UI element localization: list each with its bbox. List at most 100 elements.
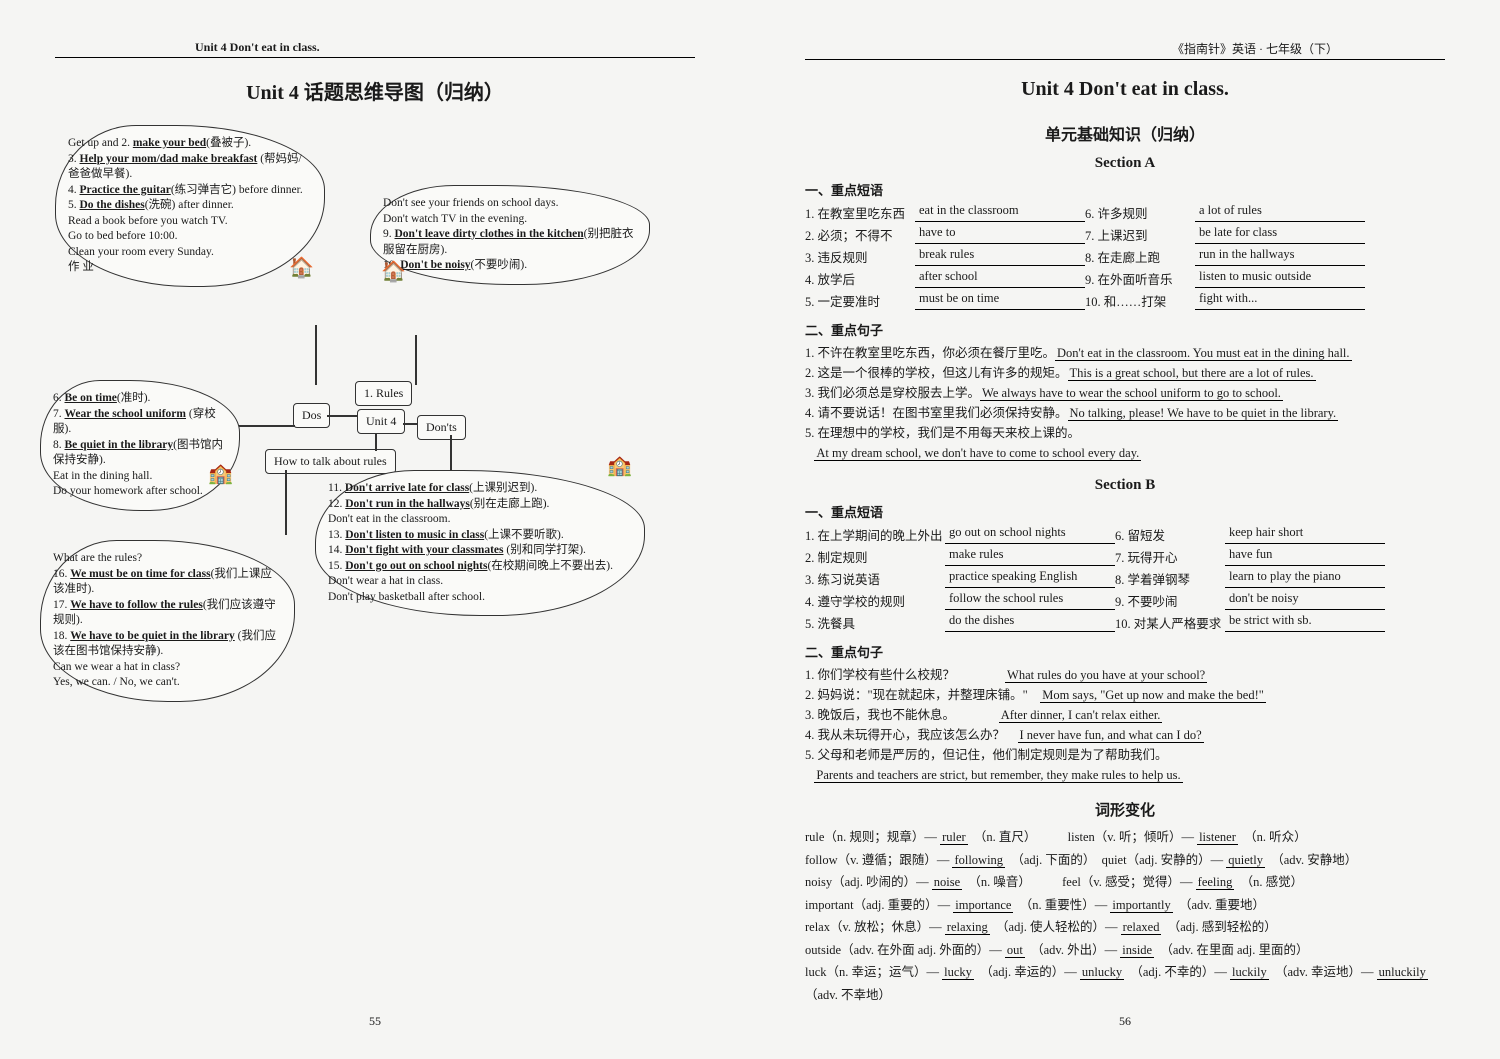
page-number: 55	[55, 1014, 695, 1029]
node-donts: Don'ts	[417, 415, 466, 440]
wordform-item: rule（n. 规则；规章）— ruler （n. 直尺） listen（v. …	[805, 826, 1445, 849]
bubble-line: 3. Help your mom/dad make breakfast (帮妈妈…	[68, 152, 312, 183]
page-right: 《指南针》英语 · 七年级（下） Unit 4 Don't eat in cla…	[750, 0, 1500, 1059]
bubble-school-dos: 6. Be on time(准时).7. Wear the school uni…	[40, 380, 240, 511]
sentence-item: 3. 晚饭后，我也不能休息。 After dinner, I can't rel…	[805, 705, 1445, 725]
bubble-line: 13. Don't listen to music in class(上课不要听…	[328, 528, 632, 544]
phrase-en: fight with...	[1195, 291, 1365, 310]
sentence-item: 2. 妈妈说："现在就起床，并整理床铺。" Mom says, "Get up …	[805, 685, 1445, 705]
left-title: Unit 4 话题思维导图（归纳）	[55, 76, 695, 105]
bubble-tr-content: Don't see your friends on school days.Do…	[383, 196, 637, 274]
bubble-line: 17. We have to follow the rules(我们应该遵守规则…	[53, 598, 282, 629]
bubble-line: 16. We must be on time for class(我们上课应该准…	[53, 567, 282, 598]
phrase-cn: 6. 留短发	[1115, 525, 1225, 544]
bubble-line: 作 业	[68, 260, 312, 276]
wordform-heading: 词形变化	[805, 799, 1445, 820]
phrase-cn: 9. 在外面听音乐	[1085, 269, 1195, 288]
node-rules: 1. Rules	[355, 381, 412, 406]
bubble-home-donts: Don't see your friends on school days.Do…	[370, 185, 650, 285]
phrase-cn: 9. 不要吵闹	[1115, 591, 1225, 610]
bubble-line: Eat in the dining hall.	[53, 469, 227, 485]
phrase-en: make rules	[945, 547, 1115, 566]
bubble-bl-content: What are the rules?16. We must be on tim…	[53, 551, 282, 691]
bubble-line: 9. Don't leave dirty clothes in the kitc…	[383, 227, 637, 258]
sentence-item: 4. 请不要说话！在图书室里我们必须保持安静。No talking, pleas…	[805, 403, 1445, 423]
bubble-line: What are the rules?	[53, 551, 282, 567]
bubble-line: Yes, we can. / No, we can't.	[53, 675, 282, 691]
phrase-en: keep hair short	[1225, 525, 1385, 544]
wordform-item: follow（v. 遵循；跟随）— following （adj. 下面的） q…	[805, 849, 1445, 872]
bubble-line: 15. Don't go out on school nights(在校期间晚上…	[328, 559, 632, 575]
phrases-b-heading: 一、重点短语	[805, 502, 1445, 521]
phrase-en: don't be noisy	[1225, 591, 1385, 610]
edge	[327, 415, 357, 417]
node-unit: Unit 4	[357, 409, 405, 434]
phrase-en: a lot of rules	[1195, 203, 1365, 222]
section-b-heading: Section B	[805, 477, 1445, 494]
phrase-en: eat in the classroom	[915, 203, 1085, 222]
bubble-line: 4. Practice the guitar(练习弹吉它) before din…	[68, 183, 312, 199]
bubble-line: 14. Don't fight with your classmates (别和…	[328, 543, 632, 559]
phrases-a-heading: 一、重点短语	[805, 180, 1445, 199]
phrase-en: have fun	[1225, 547, 1385, 566]
bubble-school-donts: 🏫 11. Don't arrive late for class(上课别迟到)…	[315, 470, 645, 616]
phrase-en: have to	[915, 225, 1085, 244]
bubble-home-dos: Get up and 2. make your bed(叠被子).3. Help…	[55, 125, 325, 287]
edge	[315, 325, 317, 385]
phrase-cn: 1. 在上学期间的晚上外出	[805, 525, 945, 544]
bubble-line: Read a book before you watch TV.	[68, 214, 312, 230]
bubble-line: 6. Be on time(准时).	[53, 391, 227, 407]
section-a-heading: Section A	[805, 155, 1445, 172]
phrase-en: break rules	[915, 247, 1085, 266]
sentence-item: 3. 我们必须总是穿校服去上学。We always have to wear t…	[805, 383, 1445, 403]
right-subtitle: 单元基础知识（归纳）	[805, 121, 1445, 145]
edge	[285, 470, 287, 535]
phrase-cn: 1. 在教室里吃东西	[805, 203, 915, 222]
phrase-cn: 8. 在走廊上跑	[1085, 247, 1195, 266]
bubble-mr-content: 11. Don't arrive late for class(上课别迟到). 1…	[328, 481, 632, 605]
sentence-item: 4. 我从未玩得开心，我应该怎么办？ I never have fun, and…	[805, 725, 1445, 745]
bubble-line: 11. Don't arrive late for class(上课别迟到).	[328, 481, 632, 497]
wordform-list: rule（n. 规则；规章）— ruler （n. 直尺） listen（v. …	[805, 826, 1445, 1006]
phrase-cn: 5. 洗餐具	[805, 613, 945, 632]
phrases-table-b: 1. 在上学期间的晚上外出 go out on school nights 6.…	[805, 525, 1445, 632]
page-number: 56	[805, 1014, 1445, 1029]
bubble-line: Don't play basketball after school.	[328, 590, 632, 606]
sentence-item: 1. 你们学校有些什么校规？ What rules do you have at…	[805, 665, 1445, 685]
phrase-en: run in the hallways	[1195, 247, 1365, 266]
bubble-line: Don't see your friends on school days.	[383, 196, 637, 212]
phrase-en: listen to music outside	[1195, 269, 1365, 288]
bubble-line: 18. We have to be quiet in the library (…	[53, 629, 282, 660]
sentences-a: 1. 不许在教室里吃东西，你必须在餐厅里吃。Don't eat in the c…	[805, 343, 1445, 463]
phrase-cn: 2. 制定规则	[805, 547, 945, 566]
bubble-line: Clean your room every Sunday.	[68, 245, 312, 261]
header-left: Unit 4 Don't eat in class.	[55, 40, 695, 58]
phrase-cn: 10. 对某人严格要求	[1115, 613, 1225, 632]
wordform-item: important（adj. 重要的）— importance （n. 重要性）…	[805, 894, 1445, 917]
header-right: 《指南针》英语 · 七年级（下）	[805, 40, 1445, 60]
phrase-cn: 2. 必须；不得不	[805, 225, 915, 244]
sentence-item: 5. 父母和老师是严厉的，但记住，他们制定规则是为了帮助我们。 Parents …	[805, 745, 1445, 785]
bubble-line: 10. Don't be noisy(不要吵闹).	[383, 258, 637, 274]
phrase-cn: 7. 上课迟到	[1085, 225, 1195, 244]
bubble-ml-content: 6. Be on time(准时).7. Wear the school uni…	[53, 391, 227, 500]
phrase-cn: 6. 许多规则	[1085, 203, 1195, 222]
sentences-b-heading: 二、重点句子	[805, 642, 1445, 661]
phrase-cn: 4. 放学后	[805, 269, 915, 288]
phrase-en: learn to play the piano	[1225, 569, 1385, 588]
phrase-cn: 7. 玩得开心	[1115, 547, 1225, 566]
phrase-cn: 10. 和……打架	[1085, 291, 1195, 310]
phrase-cn: 3. 练习说英语	[805, 569, 945, 588]
bubble-line: Can we wear a hat in class?	[53, 660, 282, 676]
edge	[403, 423, 418, 425]
phrase-en: go out on school nights	[945, 525, 1115, 544]
phrase-en: must be on time	[915, 291, 1085, 310]
wordform-item: outside（adv. 在外面 adj. 外面的）— out （adv. 外出…	[805, 939, 1445, 962]
phrase-en: follow the school rules	[945, 591, 1115, 610]
phrases-table-a: 1. 在教室里吃东西 eat in the classroom 6. 许多规则 …	[805, 203, 1445, 310]
node-dos: Dos	[293, 403, 330, 428]
phrase-en: do the dishes	[945, 613, 1115, 632]
bubble-line: Don't wear a hat in class.	[328, 574, 632, 590]
bubble-line: 5. Do the dishes(洗碗) after dinner.	[68, 198, 312, 214]
wordform-item: relax（v. 放松；休息）— relaxing （adj. 使人轻松的）— …	[805, 916, 1445, 939]
